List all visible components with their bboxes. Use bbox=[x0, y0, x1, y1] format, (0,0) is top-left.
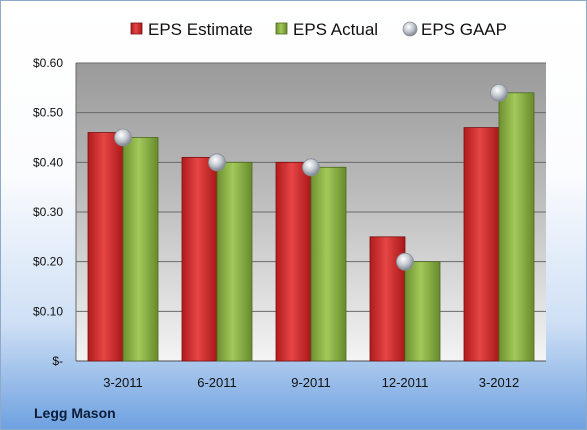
x-tick-label: 3-2011 bbox=[103, 375, 143, 390]
legend-label: EPS Actual bbox=[293, 20, 378, 39]
legend-swatch bbox=[402, 21, 418, 37]
x-tick-label: 3-2012 bbox=[479, 375, 519, 390]
legend-swatch bbox=[130, 22, 143, 35]
point-eps-gaap bbox=[302, 158, 320, 177]
bar-eps-estimate bbox=[87, 132, 124, 362]
y-tick-label: $- bbox=[52, 354, 63, 368]
point-eps-gaap bbox=[114, 128, 132, 147]
x-tick-label: 9-2011 bbox=[291, 375, 331, 390]
legend: EPS Estimate EPS Actual EPS GAAP bbox=[130, 20, 507, 39]
bar-eps-actual bbox=[404, 261, 441, 362]
bars bbox=[87, 92, 535, 362]
bar-eps-estimate bbox=[275, 161, 312, 362]
y-tick-label: $0.10 bbox=[33, 304, 63, 318]
bar-eps-actual bbox=[310, 166, 347, 362]
x-tick-label: 12-2011 bbox=[382, 375, 429, 390]
legend-swatch bbox=[275, 22, 288, 35]
legend-label: EPS GAAP bbox=[421, 20, 507, 39]
point-eps-gaap bbox=[490, 83, 508, 102]
gaap-points bbox=[114, 83, 508, 271]
y-tick-label: $0.20 bbox=[33, 255, 63, 269]
y-tick-label: $0.50 bbox=[33, 106, 63, 120]
y-tick-label: $0.30 bbox=[33, 205, 63, 219]
bar-eps-estimate bbox=[181, 156, 218, 362]
point-eps-gaap bbox=[396, 252, 414, 271]
point-eps-gaap bbox=[208, 153, 226, 172]
y-axis-ticks: $- $0.10 $0.20 $0.30 $0.40 $0.50 $0.60 bbox=[33, 56, 63, 368]
bar-eps-actual bbox=[122, 137, 159, 362]
x-axis-ticks: 3-2011 6-2011 9-2011 12-2011 3-2012 bbox=[103, 375, 519, 390]
company-name: Legg Mason bbox=[34, 405, 116, 421]
legend-label: EPS Estimate bbox=[148, 20, 253, 39]
y-tick-label: $0.60 bbox=[33, 56, 63, 70]
bar-eps-actual bbox=[216, 161, 253, 362]
y-tick-label: $0.40 bbox=[33, 155, 63, 169]
bar-eps-estimate bbox=[463, 127, 500, 362]
bar-eps-actual bbox=[498, 92, 535, 362]
x-tick-label: 6-2011 bbox=[197, 375, 237, 390]
